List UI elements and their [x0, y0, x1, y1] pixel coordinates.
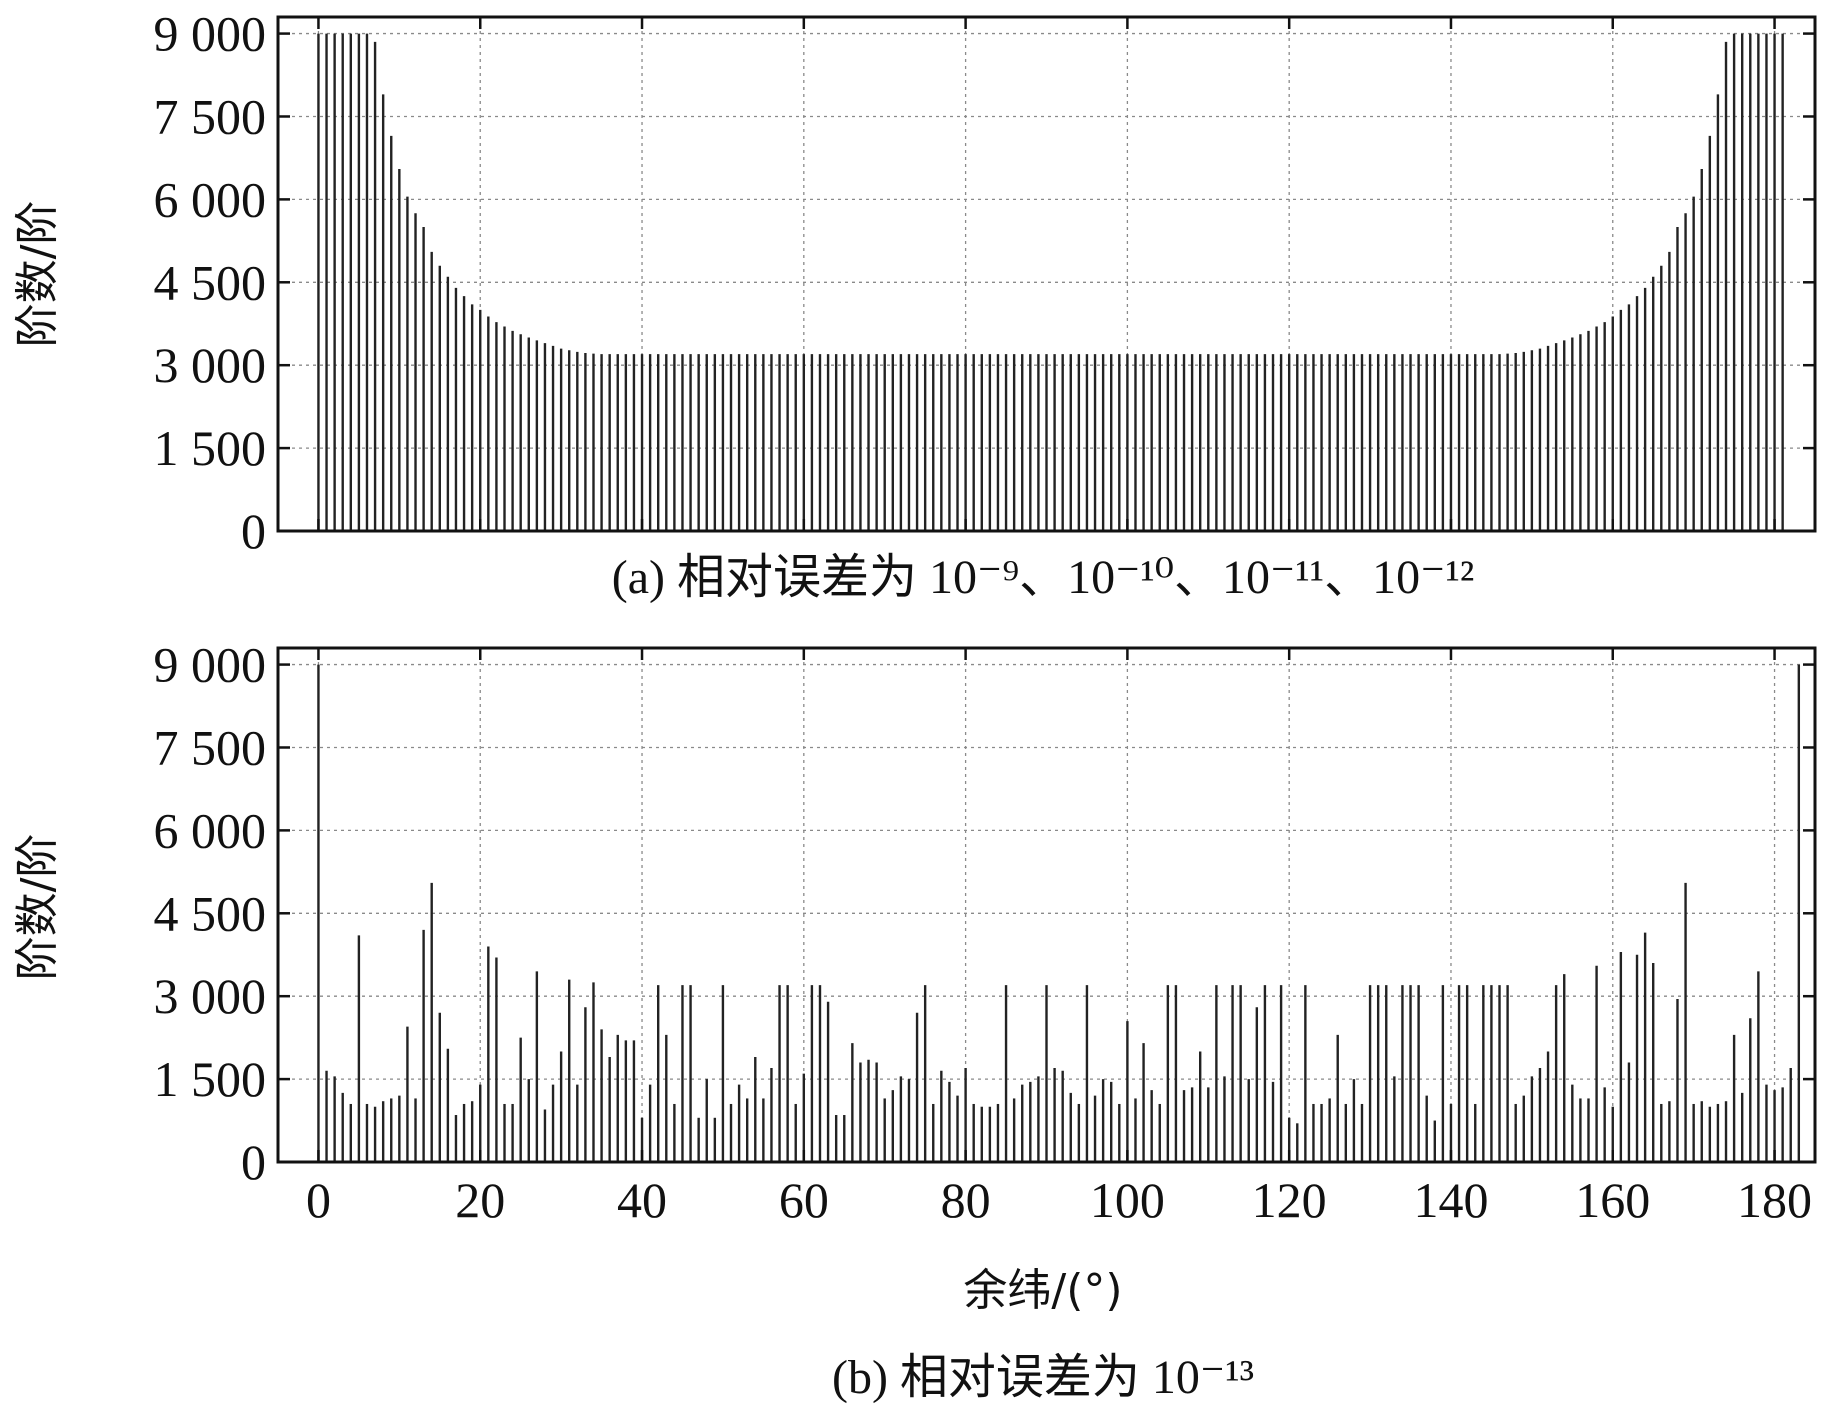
xtick-label: 160 — [1575, 1172, 1650, 1228]
xtick-label: 100 — [1090, 1172, 1165, 1228]
xtick-label: 0 — [306, 1172, 331, 1228]
ytick-label: 6 000 — [154, 171, 267, 227]
ytick-label: 3 000 — [154, 968, 267, 1024]
ytick-label: 1 500 — [154, 420, 267, 476]
xtick-label: 80 — [941, 1172, 991, 1228]
ytick-label: 3 000 — [154, 337, 267, 393]
ytick-label: 9 000 — [154, 637, 267, 693]
chart-a: 0 1 500 3 000 4 500 6 000 7 500 9 000 阶数/阶 (a)… — [12, 6, 1817, 604]
plot-frame-a — [276, 15, 1817, 533]
ytick-label: 7 500 — [154, 88, 267, 144]
ylabel-a: 阶数/阶 — [12, 201, 63, 348]
ytick-label: 7 500 — [154, 719, 267, 775]
ytick-label: 4 500 — [154, 885, 267, 941]
xtick-label: 120 — [1252, 1172, 1327, 1228]
ytick-label: 6 000 — [154, 802, 267, 858]
caption-b: (b) 相对误差为 10⁻¹³ — [832, 1351, 1254, 1404]
xtick-label: 40 — [617, 1172, 667, 1228]
ytick-label: 0 — [241, 1134, 266, 1190]
xtick-label: 180 — [1737, 1172, 1812, 1228]
ytick-label: 9 000 — [154, 6, 267, 62]
ylabel-b: 阶数/阶 — [12, 834, 63, 981]
ytick-label: 1 500 — [154, 1051, 267, 1107]
xtick-label: 60 — [779, 1172, 829, 1228]
ytick-label: 0 — [241, 503, 266, 559]
caption-a: (a) 相对误差为 10⁻⁹、10⁻¹⁰、10⁻¹¹、10⁻¹² — [612, 551, 1475, 604]
ytick-label: 4 500 — [154, 254, 267, 310]
plot-frame-b — [276, 646, 1817, 1164]
chart-b: 0 1 500 3 000 4 500 6 000 7 500 9 000 0 20 40 60 8… — [12, 637, 1817, 1404]
xlabel-b: 余纬/(°) — [963, 1265, 1122, 1316]
xtick-label: 20 — [455, 1172, 505, 1228]
xtick-label: 140 — [1413, 1172, 1488, 1228]
